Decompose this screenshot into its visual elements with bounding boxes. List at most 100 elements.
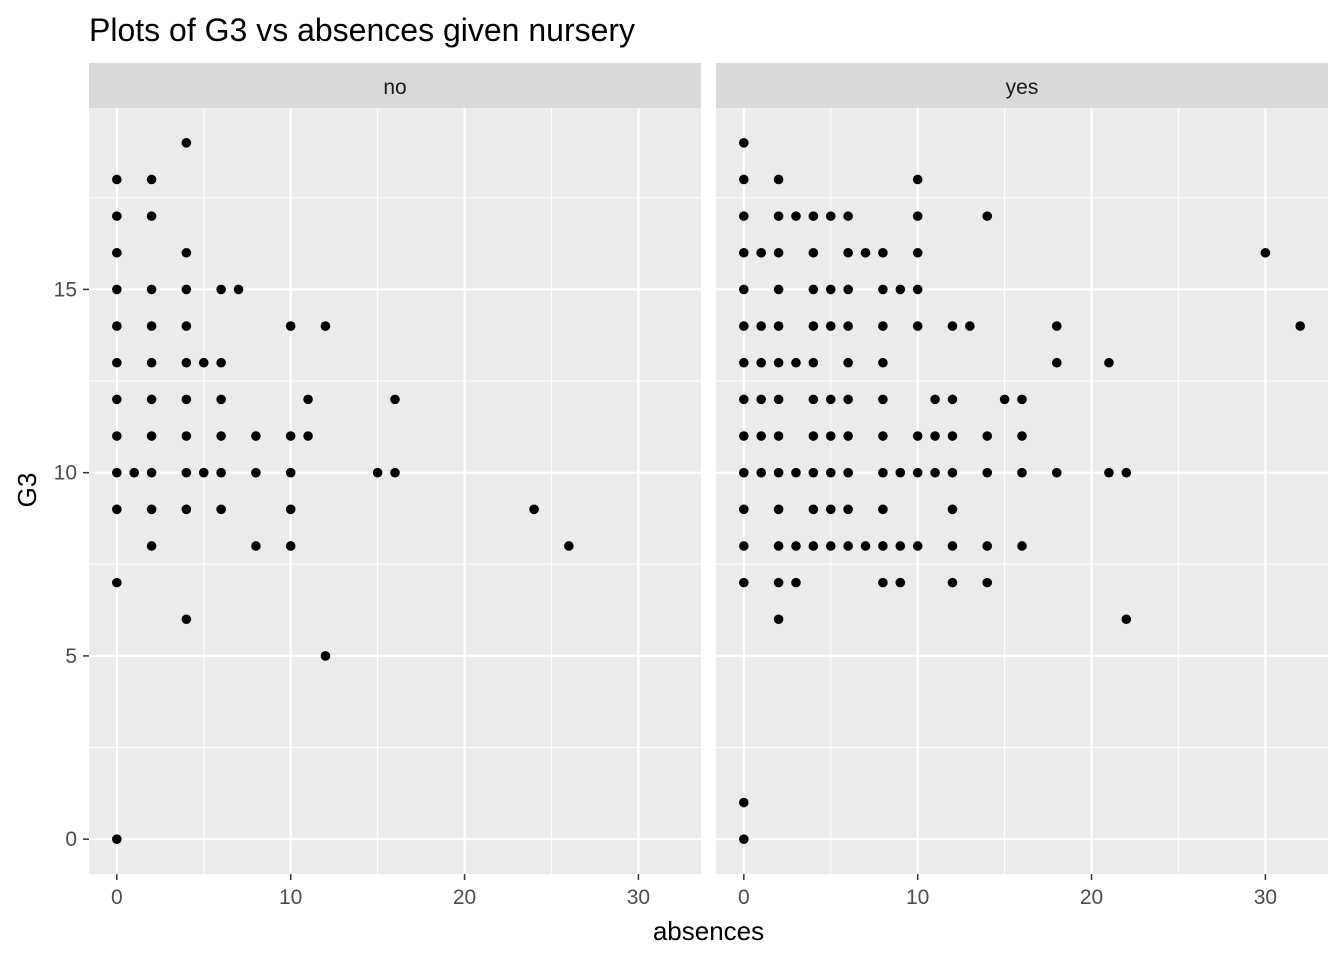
y-tick-label: 0 [65,828,77,851]
chart-title: Plots of G3 vs absences given nursery [89,12,635,48]
data-point [285,504,296,515]
data-point [1017,394,1027,405]
data-point [112,211,122,221]
data-point [112,394,122,405]
data-point [843,541,853,551]
data-point [912,284,923,295]
data-point [808,211,819,221]
data-point [843,467,853,478]
data-point [372,467,383,478]
data-point [216,394,226,405]
data-point [808,247,819,258]
data-point [912,211,923,221]
data-point [912,174,923,185]
data-point [129,467,140,478]
data-point [808,431,819,441]
data-point [825,284,836,295]
facet-panel-no: no 0 10 20 30 0 5 10 15 [54,63,701,909]
data-point [198,467,209,478]
data-point [791,577,801,588]
data-point [878,467,888,478]
data-point [564,541,574,551]
data-point [112,174,122,185]
data-point [285,321,296,331]
data-point [773,614,784,625]
data-point [825,394,836,405]
data-point [739,504,749,515]
data-point [1260,247,1271,258]
data-point [878,357,888,368]
data-point [739,834,749,844]
data-point [181,504,192,515]
y-tick-label: 5 [65,645,77,668]
x-tick-label: 20 [453,886,476,909]
data-point [112,247,122,258]
data-point [808,467,819,478]
data-point [146,321,157,331]
data-point [947,321,958,331]
data-point [233,284,244,295]
y-tick-label: 10 [54,462,77,485]
data-point [947,541,958,551]
data-point [1104,357,1114,368]
data-point [860,541,871,551]
facet-panels: no 0 10 20 30 0 5 10 15 yes 0 10 20 30 [54,63,1328,909]
data-point [1051,321,1062,331]
data-point [320,651,331,661]
data-point [181,431,192,441]
data-point [285,467,296,478]
data-point [825,541,836,551]
data-point [251,467,261,478]
data-point [146,541,157,551]
data-point [982,431,993,441]
data-point [947,467,958,478]
data-point [303,394,313,405]
data-point [112,504,122,515]
data-point [843,394,853,405]
data-point [739,211,749,221]
data-point [112,357,122,368]
data-point [773,541,784,551]
data-point [739,138,749,148]
x-tick-label: 0 [111,886,123,909]
data-point [216,284,226,295]
data-point [773,467,784,478]
data-point [825,321,836,331]
data-point [181,247,192,258]
data-point [216,431,226,441]
data-point [843,247,853,258]
data-point [1017,467,1027,478]
data-point [112,467,122,478]
data-point [930,431,940,441]
data-point [146,211,157,221]
data-point [739,284,749,295]
data-point [999,394,1010,405]
data-point [947,504,958,515]
data-point [251,541,261,551]
data-point [843,504,853,515]
data-point [390,394,400,405]
data-point [146,431,157,441]
data-point [878,321,888,331]
data-point [756,321,767,331]
data-point [1017,431,1027,441]
data-point [739,577,749,588]
data-point [198,357,209,368]
data-point [878,247,888,258]
panel-background [89,108,701,874]
data-point [808,504,819,515]
data-point [216,504,226,515]
data-point [1104,467,1114,478]
data-point [895,467,906,478]
data-point [947,394,958,405]
data-point [739,357,749,368]
data-point [739,797,749,808]
data-point [756,431,767,441]
data-point [1121,467,1132,478]
data-point [146,394,157,405]
data-point [825,467,836,478]
data-point [146,504,157,515]
data-point [112,284,122,295]
x-tick-label: 20 [1080,886,1103,909]
y-axis-title: G3 [12,473,42,508]
